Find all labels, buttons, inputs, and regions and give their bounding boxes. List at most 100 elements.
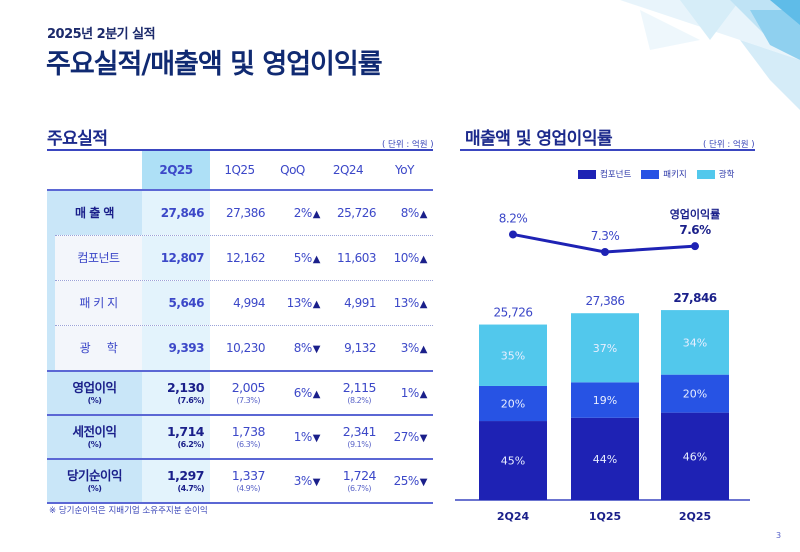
cell-qoq: 5%▲ <box>265 251 321 265</box>
table-row-component: 컴포넌트 12,807 12,162 5%▲ 11,603 10%▲ <box>47 236 433 280</box>
cell-2q24: 4,991 <box>344 296 376 310</box>
table-row-operating-profit: 영업이익 (%) 2,130 (7.6%) 2,005 (7.3%) 6%▲ 2,11… <box>47 372 433 414</box>
bar-segment-label: 46% <box>683 450 707 463</box>
row-label: 세전이익 (%) <box>47 416 142 458</box>
bar-segment-label: 34% <box>683 336 707 349</box>
performance-table: 2Q25 1Q25 QoQ 2Q24 YoY 매 출 액 27,846 27,3… <box>47 151 433 504</box>
cell-2q25: 1,297 (4.7%) <box>142 460 210 502</box>
trend-arrow-icon: ▲ <box>312 254 321 265</box>
trend-arrow-icon: ▲ <box>419 209 428 220</box>
row-label-sub: (%) <box>87 439 102 449</box>
value: 1,714 <box>166 423 205 439</box>
cell-2q24: 11,603 <box>337 251 377 265</box>
bar-segment-광학 <box>571 313 639 383</box>
table-rule <box>47 370 433 372</box>
header-2q24: 2Q24 <box>332 163 364 177</box>
row-label: 컴포넌트 <box>47 236 142 280</box>
row-label-main: 당기순이익 <box>66 467 123 483</box>
cell-qoq: 3%▼ <box>265 474 321 488</box>
qoq-value: 5% <box>293 251 313 265</box>
legend-item-component: 컴포넌트 <box>578 168 631 180</box>
bar-segment-패키지 <box>479 385 547 422</box>
chart-unit-label: ( 단위 : 억원 ) <box>703 140 755 150</box>
cell-2q24: 25,726 <box>337 206 377 220</box>
cell-2q25: 9,393 <box>142 326 210 370</box>
yoy-value: 13% <box>393 296 420 310</box>
margin-point <box>691 242 699 251</box>
table-row-revenue: 매 출 액 27,846 27,386 2%▲ 25,726 8%▲ <box>47 191 433 235</box>
value: 1,337 <box>231 467 266 483</box>
qoq-value: 2% <box>293 206 313 220</box>
revenue-margin-chart: 45% 20% 35% 25,726 2Q24 44% 19% 37% 27,386 1Q25 46… <box>455 207 750 523</box>
bar-segment-광학 <box>479 324 547 386</box>
trend-arrow-icon: ▲ <box>312 209 321 220</box>
row-label-sub: (%) <box>87 395 102 405</box>
yoy-value: 10% <box>393 251 420 265</box>
cell-2q25: 27,846 <box>142 191 210 235</box>
row-label: 매 출 액 <box>47 191 142 235</box>
cell-qoq: 2%▲ <box>265 206 321 220</box>
bar-segment-label: 44% <box>593 453 617 466</box>
value: 1,724 <box>342 467 377 483</box>
cell-2q24: 1,724 (6.7%) <box>320 467 377 494</box>
qoq-value: 6% <box>293 386 313 400</box>
trend-arrow-icon: ▼ <box>312 433 321 444</box>
trend-arrow-icon: ▲ <box>312 389 321 400</box>
x-tick-label: 2Q24 <box>497 510 530 523</box>
cell-qoq: 8%▼ <box>265 341 321 355</box>
cell-1q25: 12,162 <box>226 251 266 265</box>
cell-1q25: 27,386 <box>226 206 266 220</box>
row-label: 광 학 <box>47 326 142 370</box>
line-series-label: 영업이익률 <box>670 207 721 221</box>
trend-arrow-icon: ▲ <box>419 344 428 355</box>
trend-arrow-icon: ▲ <box>312 299 321 310</box>
cell-yoy: 3%▲ <box>376 341 433 355</box>
margin-point <box>509 230 517 239</box>
x-tick-label: 1Q25 <box>589 510 621 523</box>
cell-1q25: 1,738 (6.3%) <box>210 424 266 450</box>
trend-arrow-icon: ▲ <box>419 299 428 310</box>
bar-segment-패키지 <box>661 374 729 413</box>
bar-segment-label: 19% <box>593 394 617 407</box>
trend-arrow-icon: ▼ <box>419 477 428 488</box>
cell-yoy: 27%▼ <box>376 430 433 444</box>
table-rule <box>47 414 433 416</box>
cell-qoq: 6%▲ <box>265 386 321 400</box>
table-row-package: 패 키 지 5,646 4,994 13%▲ 4,991 13%▲ <box>47 281 433 325</box>
row-divider <box>47 235 433 236</box>
qoq-value: 8% <box>293 341 313 355</box>
row-label-sub: (%) <box>87 483 102 493</box>
bar-segment-컴포넌트 <box>479 421 547 500</box>
cell-qoq: 1%▼ <box>265 430 321 444</box>
cell-yoy: 8%▲ <box>376 206 433 220</box>
chart-section-title: 매출액 및 영업이익률 <box>465 129 613 149</box>
header-2q25: 2Q25 <box>142 151 210 189</box>
cell-yoy: 25%▼ <box>376 474 433 488</box>
margin: (4.7%) <box>177 483 205 493</box>
margin-label: 7.6% <box>679 223 711 237</box>
qoq-value: 3% <box>293 474 313 488</box>
yoy-value: 3% <box>400 341 420 355</box>
table-unit-label: ( 단위 : 억원 ) <box>382 140 434 150</box>
bar-segment-컴포넌트 <box>661 412 729 500</box>
legend-label: 광학 <box>718 170 735 180</box>
table-rule <box>47 502 433 504</box>
page-title: 주요실적/매출액 및 영업이익률 <box>46 49 383 80</box>
cell-1q25: 10,230 <box>226 341 266 355</box>
x-tick-label: 2Q25 <box>679 510 711 523</box>
bar-segment-광학 <box>661 310 729 375</box>
table-rule <box>47 189 433 191</box>
cell-2q24: 2,115 (8.2%) <box>320 380 377 406</box>
chart-section-rule <box>460 149 755 151</box>
margin-point <box>601 248 609 256</box>
header-qoq: QoQ <box>280 163 305 177</box>
legend-swatch <box>696 169 715 179</box>
cell-2q25: 2,130 (7.6%) <box>142 372 210 414</box>
cell-yoy: 10%▲ <box>376 251 433 265</box>
bar-segment-label: 35% <box>501 349 525 362</box>
trend-arrow-icon: ▼ <box>312 344 321 355</box>
margin-label: 8.2% <box>499 211 528 225</box>
margin: (4.9%) <box>236 483 260 493</box>
row-label-main: 영업이익 <box>72 379 117 395</box>
bar-segment-label: 20% <box>501 398 525 411</box>
